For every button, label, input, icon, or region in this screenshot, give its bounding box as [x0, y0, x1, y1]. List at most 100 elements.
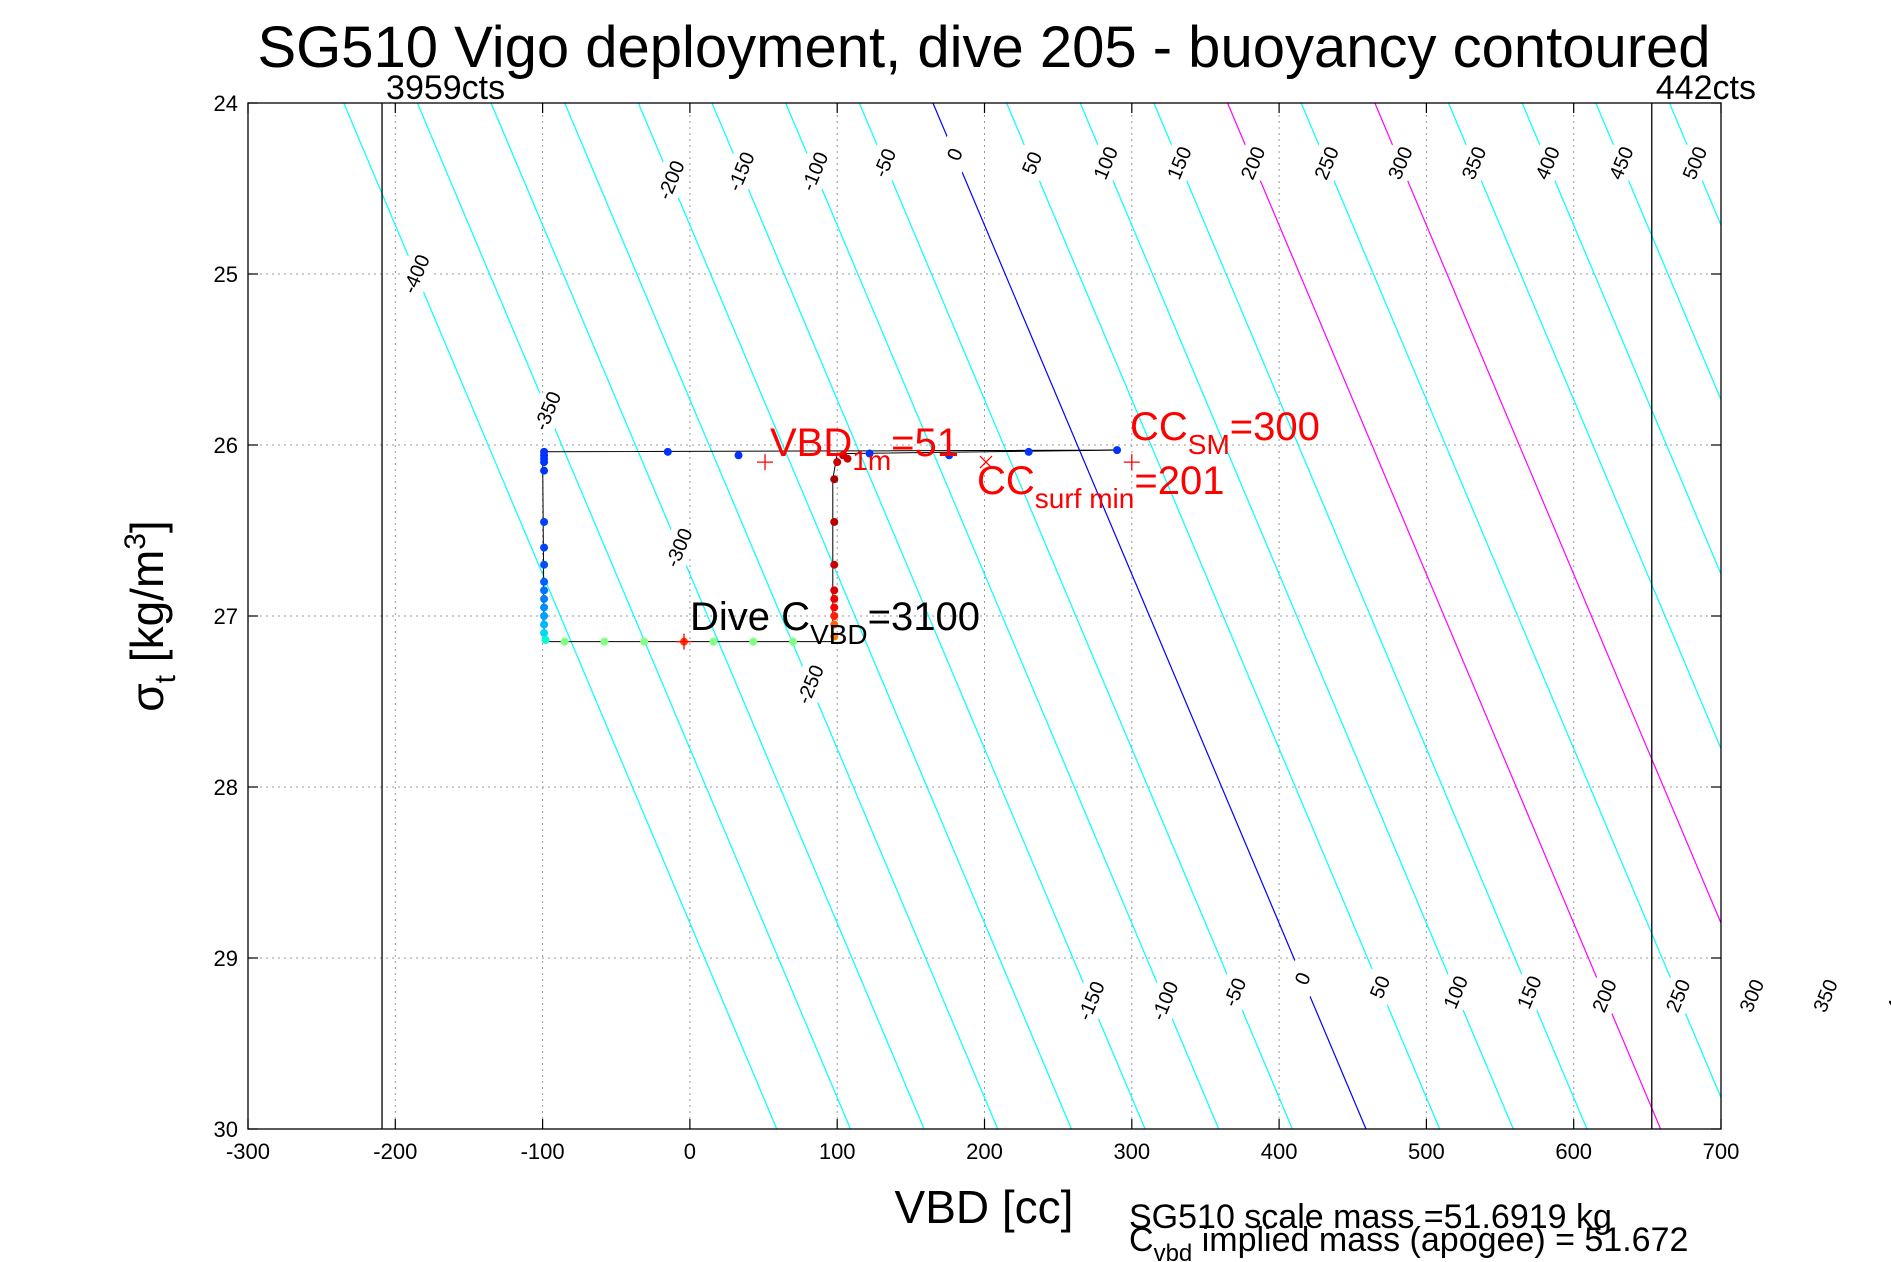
y-tick-label: 30: [214, 1117, 238, 1142]
plot-area: [248, 103, 1721, 1129]
implied-mass-note-sub: vbd: [1154, 1240, 1193, 1262]
x-tick-label: 500: [1408, 1139, 1445, 1164]
contour-line: [1595, 103, 1721, 402]
annotation-dive-c-vbd: Dive CVBD=3100: [690, 595, 980, 650]
annotation-dive-c-vbd-sub: VBD: [810, 619, 868, 650]
y-tick-label: 25: [214, 262, 238, 287]
contour-line: [416, 103, 852, 1129]
data-point: [734, 451, 743, 460]
annotation-cc-surf-min-sub: surf min: [1035, 483, 1135, 514]
annotation-cc-sm-value: =300: [1230, 405, 1320, 449]
annotation-vbd-1m-sub: 1m: [852, 445, 891, 476]
data-point: [663, 447, 672, 456]
data-point: [830, 586, 839, 595]
y-axis-label-close: ]: [121, 520, 173, 533]
y-axis-label-sup: 3: [119, 533, 152, 550]
contour-label-bg: [397, 255, 435, 293]
contour-label-bg: [1676, 144, 1714, 182]
data-point: [830, 612, 839, 620]
x-tick-label: -200: [373, 1139, 417, 1164]
contour-line: [1817, 103, 1891, 1129]
scale-mass-note: SG510 scale mass =51.6919 kg: [1129, 1198, 1612, 1236]
contour-label-bg: [1529, 144, 1566, 182]
contour-label-bg: [528, 392, 566, 430]
y-tick-label: 29: [214, 946, 238, 971]
contour-label: 350: [1810, 976, 1843, 1015]
data-point: [830, 603, 839, 612]
contour-label-bg: [652, 161, 690, 199]
contour-line: [932, 103, 1367, 1129]
data-point: [540, 629, 549, 638]
contour-label-bg: [1361, 968, 1399, 1006]
contour-label-bg: [796, 153, 833, 190]
data-point: [540, 612, 549, 620]
data-point: [560, 637, 569, 646]
data-point: [830, 517, 839, 526]
contour-line: [1153, 103, 1588, 1129]
annotation-cc-surf-min-main: CC: [977, 459, 1035, 503]
annotation-cc-surf-min: CCsurf min=201: [977, 459, 1224, 514]
annotation-cc-surf-min-value: =201: [1134, 459, 1224, 503]
contour-label-bg: [1234, 144, 1272, 182]
contour-label-bg: [722, 153, 760, 190]
x-tick-label: 300: [1113, 1139, 1150, 1164]
annotation-cc-sm-sub: SM: [1188, 429, 1230, 460]
data-point: [600, 637, 609, 646]
x-tick-label: 400: [1261, 1139, 1298, 1164]
contour-label: 400: [1883, 976, 1891, 1015]
contour-label-bg: [1437, 973, 1474, 1011]
y-axis-ticks: 24 25 26 27 28 29 30: [214, 91, 1721, 1142]
contour-line: [564, 103, 999, 1129]
y-axis-label-sub: t: [149, 674, 182, 683]
buoyancy-contours: [343, 103, 1891, 1129]
annotation-vbd-1m-main: VBD: [770, 421, 852, 465]
chart-title: SG510 Vigo deployment, dive 205 - buoyan…: [257, 15, 1710, 80]
data-point: [749, 637, 758, 646]
data-point: [640, 637, 649, 646]
contour-line: [637, 103, 1072, 1129]
data-point: [1113, 446, 1122, 455]
data-point: [540, 577, 549, 586]
implied-mass-note-main: C: [1129, 1221, 1154, 1259]
data-point: [789, 637, 798, 646]
x-tick-label: 0: [684, 1139, 696, 1164]
vbd-limit-label: 442cts: [1656, 69, 1756, 107]
x-tick-label: 600: [1555, 1139, 1592, 1164]
contour-label-bg: [1381, 144, 1419, 182]
contour-label-bg: [1602, 144, 1640, 182]
y-axis-label: σt [kg/m3]: [119, 520, 182, 711]
data-point: [541, 635, 550, 644]
contour-label-bg: [660, 529, 698, 566]
contour-label-bg: [1880, 977, 1891, 1014]
annotation-vbd-1m-value: =51: [891, 421, 959, 465]
implied-mass-note: Cvbd implied mass (apogee) = 51.672: [1129, 1221, 1688, 1262]
contour-label-bg: [866, 144, 903, 182]
x-tick-label: -100: [521, 1139, 565, 1164]
contour-line: [1743, 103, 1891, 1129]
data-point: [540, 543, 549, 552]
contour-label-bg: [1733, 977, 1770, 1014]
contour-line: [711, 103, 1146, 1129]
y-tick-label: 26: [214, 433, 238, 458]
data-point: [830, 632, 839, 641]
vbd-limit-lines: 3959cts 442cts: [381, 69, 1756, 1129]
x-tick-label: 700: [1703, 1139, 1740, 1164]
y-tick-label: 27: [214, 604, 238, 629]
contour-line: [1300, 103, 1721, 1100]
contour-label-bg: [1455, 144, 1493, 182]
x-axis-label: VBD [cc]: [895, 1181, 1074, 1233]
data-point: [540, 560, 549, 569]
data-point: [830, 560, 839, 569]
contour-line: [858, 103, 1293, 1129]
trajectory-points: [540, 446, 1140, 650]
data-point: [540, 586, 549, 595]
contour-label-bg: [1072, 982, 1110, 1020]
implied-mass-note-value: implied mass (apogee) = 51.672: [1192, 1221, 1688, 1259]
data-point: [540, 517, 549, 526]
contour-label-bg: [1510, 973, 1548, 1011]
contour-label-bg: [1013, 144, 1051, 182]
contour-label-bg: [1284, 960, 1321, 997]
contour-label-bg: [791, 666, 829, 703]
annotation-dive-c-vbd-main: Dive C: [690, 595, 810, 639]
